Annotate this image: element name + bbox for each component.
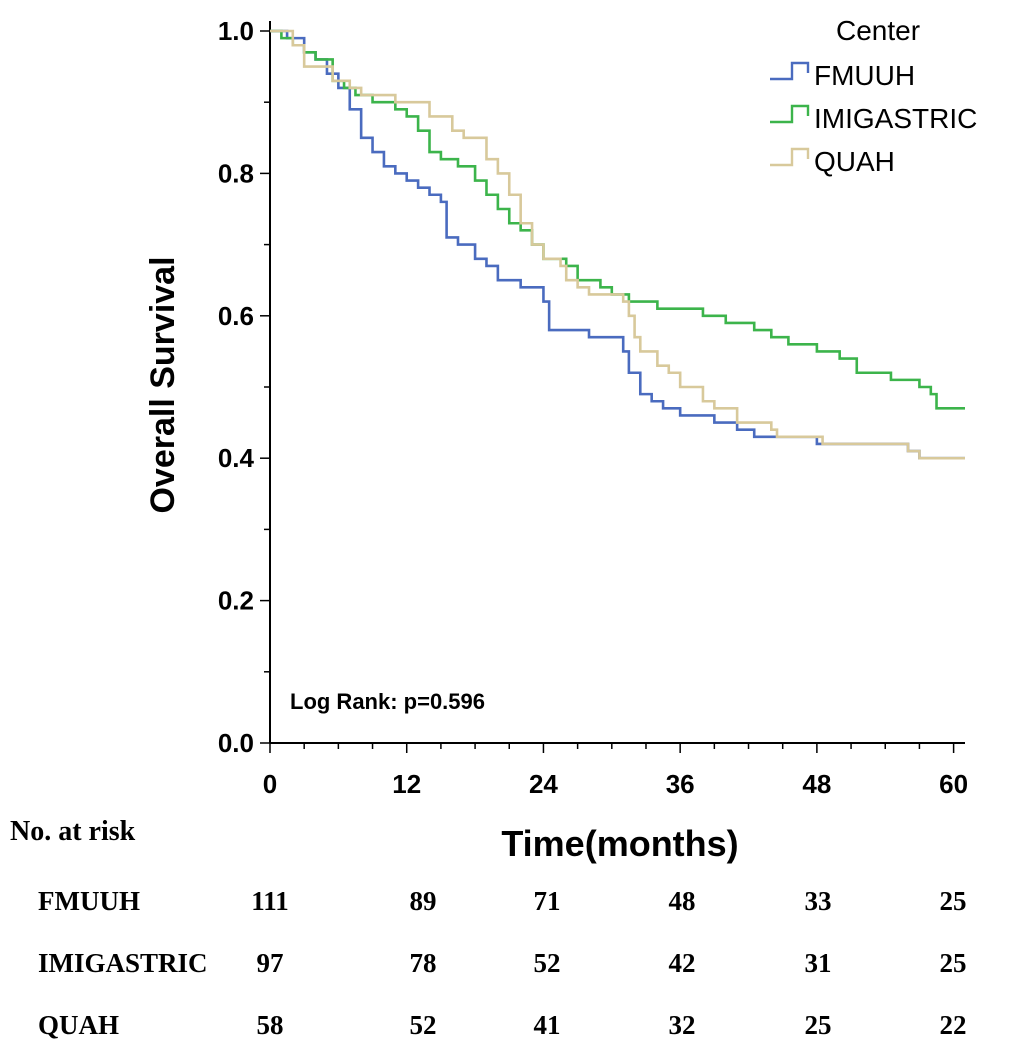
y-tick-label: 1.0 — [218, 16, 254, 46]
legend-title: Center — [836, 15, 920, 46]
x-tick-label: 0 — [263, 769, 277, 799]
y-tick-label: 0.0 — [218, 728, 254, 758]
x-tick-label: 24 — [529, 769, 558, 799]
tick-labels: 0.0 0.2 0.4 0.6 0.8 1.0 0 12 24 36 48 60 — [218, 16, 968, 799]
y-tick-label: 0.6 — [218, 301, 254, 331]
risk-row-label: IMIGASTRIC — [38, 948, 208, 978]
survival-curve-fmuuh — [270, 29, 965, 460]
risk-value: 25 — [940, 886, 967, 916]
x-tick-label: 60 — [939, 769, 968, 799]
y-tick-label: 0.2 — [218, 586, 254, 616]
risk-value: 58 — [257, 1010, 284, 1040]
risk-value: 25 — [940, 948, 967, 978]
risk-value: 42 — [669, 948, 696, 978]
x-tick-label: 36 — [666, 769, 695, 799]
legend-label: FMUUH — [814, 60, 915, 91]
risk-value: 52 — [410, 1010, 437, 1040]
risk-row-label: QUAH — [38, 1010, 119, 1040]
risk-row-label: FMUUH — [38, 886, 140, 916]
survival-curves — [270, 29, 965, 460]
risk-value: 31 — [805, 948, 832, 978]
risk-value: 25 — [805, 1010, 832, 1040]
risk-value: 33 — [805, 886, 832, 916]
risk-value: 111 — [251, 886, 289, 916]
risk-value: 97 — [257, 948, 284, 978]
legend-label: QUAH — [814, 146, 895, 177]
x-tick-label: 48 — [802, 769, 831, 799]
risk-value: 41 — [534, 1010, 561, 1040]
log-rank-annotation: Log Rank: p=0.596 — [290, 689, 485, 714]
risk-value: 89 — [410, 886, 437, 916]
risk-table-title: No. at risk — [10, 816, 136, 847]
risk-value: 52 — [534, 948, 561, 978]
risk-value: 22 — [940, 1010, 967, 1040]
y-tick-label: 0.8 — [218, 158, 254, 188]
legend-swatch — [770, 104, 810, 124]
y-axis-label: Overall Survival — [144, 256, 182, 513]
risk-value: 71 — [534, 886, 561, 916]
risk-value: 32 — [669, 1010, 696, 1040]
risk-value: 48 — [669, 886, 696, 916]
x-tick-label: 12 — [392, 769, 421, 799]
y-tick-label: 0.4 — [218, 443, 255, 473]
risk-table: No. at risk FMUUH 111 89 71 48 33 25 IMIGASTRIC… — [10, 816, 967, 1040]
legend-swatch — [770, 147, 810, 167]
survival-curve-quah — [270, 29, 965, 460]
axes — [260, 21, 965, 753]
legend-label: IMIGASTRIC — [814, 103, 977, 134]
legend: Center FMUUH IMIGASTRIC QUAH — [770, 15, 977, 177]
legend-swatch — [770, 61, 810, 81]
risk-value: 78 — [410, 948, 437, 978]
x-axis-label: Time(months) — [501, 823, 738, 864]
